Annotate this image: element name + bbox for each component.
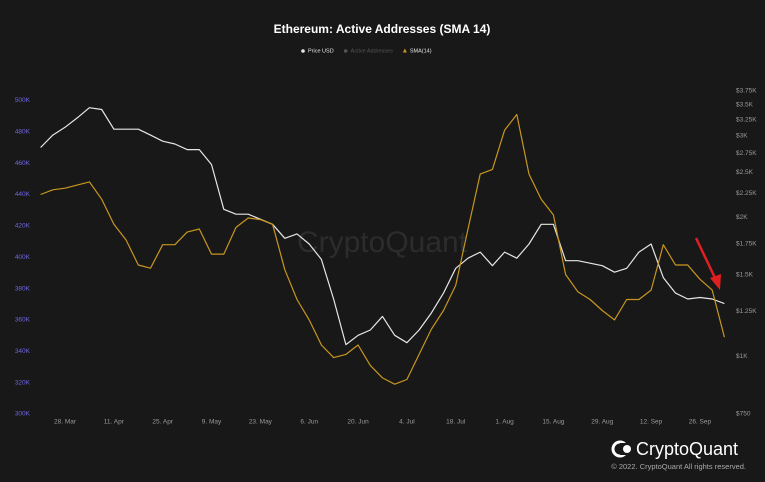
- legend-label: SMA(14): [410, 48, 432, 54]
- legend-marker: [301, 49, 305, 53]
- arrow-annotation: [694, 237, 721, 290]
- y2-tick-label: $2.75K: [736, 150, 757, 157]
- x-tick-label: 18. Jul: [446, 419, 466, 426]
- series-line: [40, 107, 725, 346]
- legend-marker: [402, 48, 407, 53]
- x-tick-label: 23. May: [249, 419, 273, 426]
- x-tick-label: 20. Jun: [347, 419, 369, 426]
- x-tick-label: 26. Sep: [689, 419, 712, 426]
- y2-tick-label: $1.5K: [736, 272, 754, 279]
- x-tick-label: 29. Aug: [591, 419, 613, 426]
- logo-icon: [611, 440, 631, 458]
- y-tick-label: 400K: [15, 254, 31, 261]
- copyright: © 2022. CryptoQuant All rights reserved.: [611, 462, 746, 471]
- y2-tick-label: $2K: [736, 214, 748, 221]
- y2-tick-label: $3K: [736, 133, 748, 140]
- y-tick-label: 440K: [15, 191, 31, 198]
- x-tick-label: 1. Aug: [495, 419, 514, 426]
- y-tick-label: 500K: [15, 97, 31, 104]
- x-tick-label: 11. Apr: [104, 419, 125, 426]
- x-tick-label: 9. May: [202, 419, 222, 426]
- legend-label: Price USD: [308, 48, 334, 54]
- y2-tick-label: $1.75K: [736, 241, 757, 248]
- y-tick-label: 460K: [15, 160, 31, 167]
- y2-tick-label: $2.25K: [736, 190, 757, 197]
- legend-marker: [343, 49, 348, 53]
- y-tick-label: 480K: [15, 128, 31, 135]
- y2-tick-label: $3.5K: [736, 102, 754, 109]
- y2-tick-label: $2.5K: [736, 169, 754, 176]
- y-tick-label: 380K: [15, 285, 31, 292]
- y2-tick-label: $750: [736, 411, 751, 418]
- y-tick-label: 320K: [15, 379, 31, 386]
- x-tick-label: 15. Aug: [542, 419, 564, 426]
- y-tick-label: 420K: [15, 223, 31, 230]
- y-tick-label: 300K: [15, 411, 31, 418]
- brand: CryptoQuant: [636, 439, 738, 459]
- x-tick-label: 6. Jun: [300, 419, 318, 426]
- y2-tick-label: $3.25K: [736, 116, 757, 123]
- chart-title: Ethereum: Active Addresses (SMA 14): [274, 22, 491, 36]
- legend-label: Active Addresses: [351, 48, 393, 54]
- series-line: [40, 113, 725, 385]
- y2-tick-label: $1.25K: [736, 308, 757, 315]
- y2-tick-label: $3.75K: [736, 88, 757, 95]
- x-tick-label: 12. Sep: [640, 419, 663, 426]
- watermark: CryptoQuant: [297, 226, 468, 259]
- y-tick-label: 360K: [15, 317, 31, 324]
- y-tick-label: 340K: [15, 348, 31, 355]
- y2-tick-label: $1K: [736, 353, 748, 360]
- x-tick-label: 4. Jul: [399, 419, 415, 426]
- x-tick-label: 28. Mar: [54, 419, 77, 426]
- x-tick-label: 25. Apr: [152, 419, 173, 426]
